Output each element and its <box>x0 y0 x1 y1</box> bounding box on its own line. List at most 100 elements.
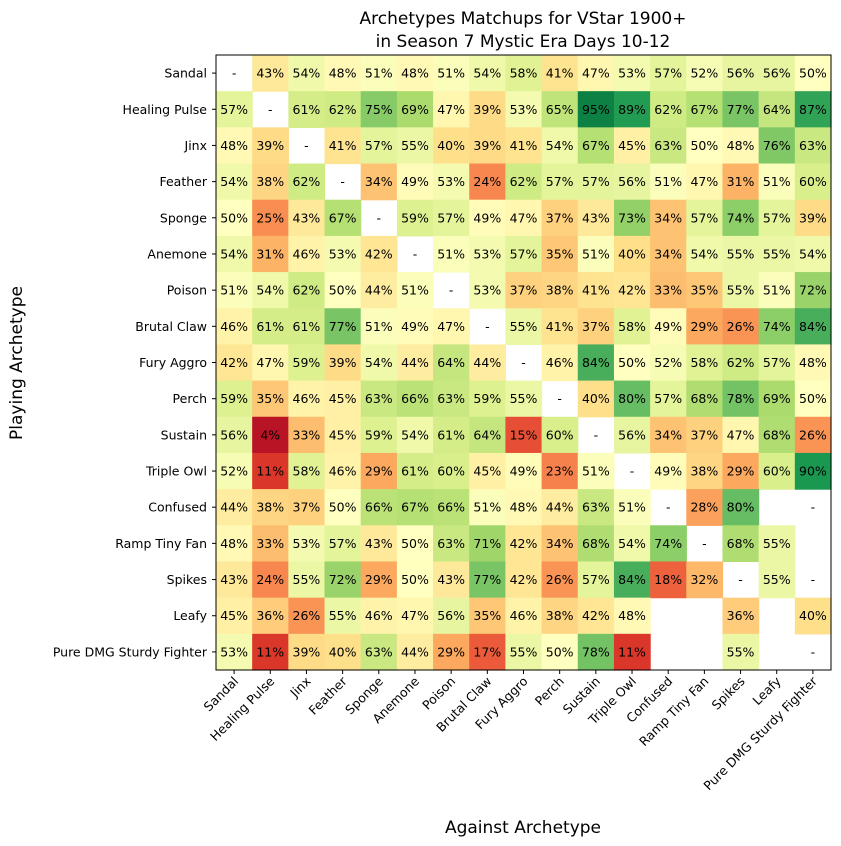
chart-title: Archetypes Matchups for VStar 1900+ in S… <box>360 9 687 52</box>
heatmap-cell <box>505 633 543 671</box>
heatmap-cell <box>505 452 543 490</box>
cell-value-label: 57% <box>582 174 610 189</box>
heatmap-cell <box>541 561 579 599</box>
heatmap-cell <box>360 633 398 671</box>
heatmap-cell <box>613 561 651 599</box>
cell-value-label: 68% <box>690 391 718 406</box>
cell-value-label: 45% <box>473 464 501 479</box>
heatmap-cell <box>722 308 760 346</box>
cell-value-label: 39% <box>473 138 501 153</box>
cell-value-label: 29% <box>437 644 465 659</box>
cell-value-label: - <box>557 391 562 406</box>
heatmap-cell <box>360 127 398 165</box>
cell-value-label: 51% <box>437 246 465 261</box>
heatmap-cell <box>505 308 543 346</box>
cell-value-label: 57% <box>329 536 357 551</box>
heatmap-cell <box>216 452 253 490</box>
cell-value-label: 62% <box>329 102 357 117</box>
cell-value-label: 55% <box>763 246 791 261</box>
cell-value-label: 29% <box>727 464 755 479</box>
heatmap-cell <box>216 633 253 671</box>
cell-value-label: 41% <box>546 319 574 334</box>
cell-value-label: 42% <box>510 536 538 551</box>
heatmap-cell <box>252 380 289 418</box>
heatmap-cell <box>613 199 651 237</box>
cell-value-label: 76% <box>763 138 791 153</box>
chart-title-line-2: in Season 7 Mystic Era Days 10-12 <box>376 32 671 52</box>
cell-value-label: 35% <box>546 246 574 261</box>
cell-value-label: 68% <box>727 536 755 551</box>
heatmap-cell <box>360 272 398 309</box>
cell-value-label: 42% <box>220 355 248 370</box>
cell-value-label: 36% <box>727 608 755 623</box>
heatmap-cell <box>577 380 615 418</box>
cell-value-label: 84% <box>618 572 646 587</box>
cell-value-label: 53% <box>510 102 538 117</box>
cell-value-label: 38% <box>546 283 574 298</box>
cell-value-label: 46% <box>293 391 321 406</box>
heatmap-cell <box>505 380 543 418</box>
heatmap-cell <box>216 344 253 382</box>
heatmap-cell <box>324 452 362 490</box>
heatmap-cell <box>794 452 832 490</box>
heatmap-cell <box>794 163 832 201</box>
cell-value-label: - <box>811 572 816 587</box>
cell-value-label: 80% <box>727 500 755 515</box>
cell-value-label: 33% <box>654 283 682 298</box>
heatmap-cell <box>505 55 543 92</box>
heatmap-cell <box>360 489 398 526</box>
cell-value-label: 56% <box>727 66 755 81</box>
heatmap-cell <box>288 344 326 382</box>
heatmap-cell <box>396 416 434 454</box>
heatmap-cell <box>722 163 760 201</box>
heatmap-cell <box>650 525 687 563</box>
cell-value-label: 40% <box>618 246 646 261</box>
cell-value-label: 51% <box>582 464 610 479</box>
cell-value-label: 67% <box>401 500 429 515</box>
heatmap-cell <box>469 163 507 201</box>
x-axis-label: Against Archetype <box>445 818 601 838</box>
heatmap-cell <box>252 597 289 635</box>
heatmap-cell <box>505 235 543 273</box>
heatmap-cell <box>396 597 434 635</box>
heatmap-cell <box>396 163 434 201</box>
cell-value-label: 47% <box>437 102 465 117</box>
cell-value-label: 61% <box>256 319 284 334</box>
heatmap-cell <box>288 272 326 309</box>
heatmap-cell <box>722 127 760 165</box>
cell-value-label: 63% <box>654 138 682 153</box>
cell-value-label: 50% <box>329 500 357 515</box>
heatmap-cell <box>469 199 507 237</box>
heatmap-cell <box>288 235 326 273</box>
heatmap-cell <box>505 163 543 201</box>
heatmap-cell <box>433 308 470 346</box>
cell-value-label: 50% <box>329 283 357 298</box>
heatmap-cell <box>758 416 796 454</box>
heatmap-cell <box>541 308 579 346</box>
heatmap-cell <box>288 561 326 599</box>
cell-value-label: 26% <box>727 319 755 334</box>
heatmap-cell <box>541 633 579 671</box>
heatmap-cell <box>686 55 724 92</box>
heatmap-cell <box>324 525 362 563</box>
x-tick-label: Spikes <box>709 674 748 713</box>
cell-value-label: 42% <box>510 572 538 587</box>
cell-value-label: 73% <box>618 210 646 225</box>
heatmap-cell <box>433 489 470 526</box>
cell-value-label: 55% <box>763 536 791 551</box>
heatmap-cell <box>541 127 579 165</box>
heatmap-cell <box>613 235 651 273</box>
cell-value-label: 41% <box>546 66 574 81</box>
cell-value-label: 25% <box>256 210 284 225</box>
y-tick-label: Feather <box>159 174 207 189</box>
heatmap-cell <box>722 452 760 490</box>
heatmap-cell <box>650 416 687 454</box>
cell-value-label: 53% <box>618 66 646 81</box>
heatmap-cell <box>758 344 796 382</box>
heatmap-cell <box>722 55 760 92</box>
cell-value-label: 55% <box>401 138 429 153</box>
heatmap-cell <box>758 235 796 273</box>
cell-value-label: 38% <box>546 608 574 623</box>
cell-value-label: 44% <box>220 500 248 515</box>
